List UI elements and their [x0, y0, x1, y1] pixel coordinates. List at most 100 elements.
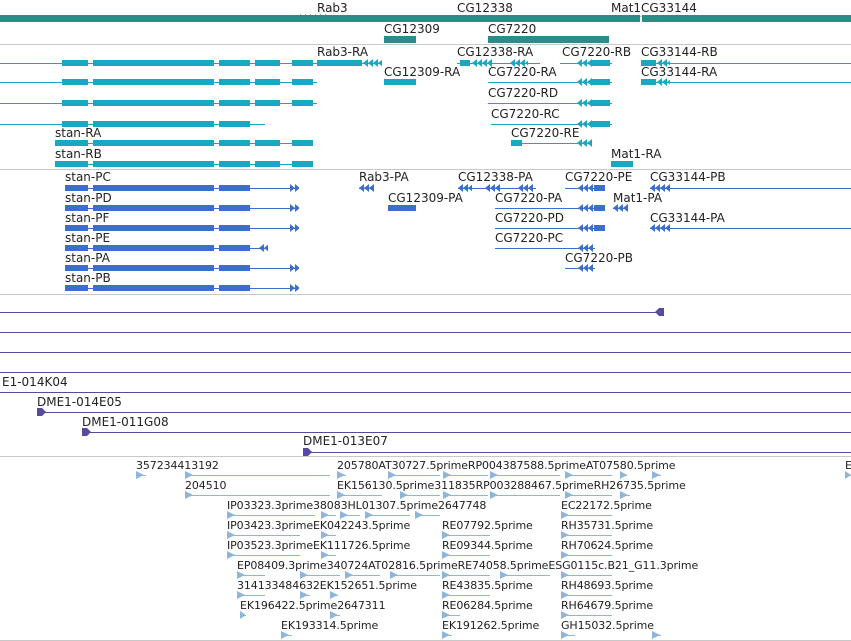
exon-block[interactable]: [255, 60, 280, 66]
exon-block[interactable]: [93, 225, 214, 231]
exon-block[interactable]: [62, 121, 88, 127]
feature-line[interactable]: [561, 595, 612, 596]
feature-line[interactable]: [340, 515, 360, 516]
exon-block[interactable]: [0, 15, 300, 22]
exon-block[interactable]: [594, 205, 605, 211]
feature-line[interactable]: [0, 392, 851, 393]
feature-line[interactable]: [561, 575, 612, 576]
exon-block[interactable]: [292, 161, 313, 167]
exon-block[interactable]: [591, 79, 610, 85]
feature-line[interactable]: [365, 515, 410, 516]
feature-line[interactable]: [303, 452, 851, 453]
feature-line[interactable]: [561, 555, 612, 556]
feature-line[interactable]: [495, 248, 595, 249]
exon-block[interactable]: [292, 60, 313, 66]
feature-line[interactable]: [400, 495, 440, 496]
exon-block[interactable]: [65, 225, 88, 231]
feature-line[interactable]: [650, 188, 851, 189]
exon-block[interactable]: [219, 225, 250, 231]
feature-line[interactable]: [442, 575, 490, 576]
feature-line[interactable]: [443, 495, 488, 496]
exon-block[interactable]: [93, 265, 214, 271]
feature-line[interactable]: [500, 575, 550, 576]
feature-line[interactable]: [0, 352, 851, 353]
feature-line[interactable]: [227, 535, 300, 536]
feature-line[interactable]: [442, 595, 490, 596]
feature-line[interactable]: [321, 535, 336, 536]
exon-block[interactable]: [642, 15, 851, 22]
exon-block[interactable]: [300, 15, 600, 22]
feature-line[interactable]: [561, 615, 612, 616]
exon-block[interactable]: [641, 79, 656, 85]
feature-line[interactable]: [321, 555, 336, 556]
feature-line[interactable]: [641, 63, 851, 64]
feature-line[interactable]: [561, 535, 612, 536]
exon-block[interactable]: [55, 140, 88, 146]
feature-line[interactable]: [495, 228, 605, 229]
exon-block[interactable]: [219, 121, 250, 127]
exon-block[interactable]: [317, 60, 362, 66]
exon-block[interactable]: [388, 205, 416, 211]
feature-line[interactable]: [565, 495, 612, 496]
feature-line[interactable]: [345, 575, 380, 576]
exon-block[interactable]: [511, 140, 522, 146]
feature-line[interactable]: [442, 535, 490, 536]
feature-line[interactable]: [457, 63, 540, 64]
exon-block[interactable]: [65, 185, 88, 191]
feature-line[interactable]: [511, 143, 590, 144]
exon-block[interactable]: [55, 161, 88, 167]
exon-block[interactable]: [255, 79, 280, 85]
exon-block[interactable]: [93, 79, 214, 85]
exon-block[interactable]: [591, 60, 610, 66]
exon-block[interactable]: [93, 121, 214, 127]
exon-block[interactable]: [93, 185, 214, 191]
feature-line[interactable]: [0, 312, 664, 313]
feature-line[interactable]: [490, 495, 560, 496]
feature-line[interactable]: [237, 575, 265, 576]
feature-line[interactable]: [388, 475, 440, 476]
exon-block[interactable]: [488, 36, 609, 43]
exon-block[interactable]: [641, 60, 656, 66]
exon-block[interactable]: [594, 225, 605, 231]
exon-block[interactable]: [219, 245, 250, 251]
feature-line[interactable]: [321, 515, 336, 516]
exon-block[interactable]: [93, 245, 214, 251]
feature-line[interactable]: [227, 555, 300, 556]
exon-block[interactable]: [292, 100, 313, 106]
feature-line[interactable]: [185, 475, 330, 476]
exon-block[interactable]: [292, 140, 313, 146]
exon-block[interactable]: [255, 140, 280, 146]
exon-block[interactable]: [93, 285, 214, 291]
feature-line[interactable]: [390, 575, 440, 576]
exon-block[interactable]: [219, 185, 250, 191]
exon-block[interactable]: [219, 79, 250, 85]
exon-block[interactable]: [62, 79, 88, 85]
feature-line[interactable]: [0, 332, 851, 333]
exon-block[interactable]: [219, 205, 250, 211]
feature-line[interactable]: [337, 495, 382, 496]
exon-block[interactable]: [219, 285, 250, 291]
exon-block[interactable]: [611, 161, 633, 167]
exon-block[interactable]: [255, 100, 280, 106]
feature-line[interactable]: [491, 124, 612, 125]
exon-block[interactable]: [219, 100, 250, 106]
feature-line[interactable]: [561, 515, 612, 516]
feature-line[interactable]: [415, 515, 440, 516]
feature-line[interactable]: [300, 575, 340, 576]
exon-block[interactable]: [460, 60, 470, 66]
exon-block[interactable]: [219, 265, 250, 271]
exon-block[interactable]: [219, 140, 250, 146]
exon-block[interactable]: [93, 140, 214, 146]
exon-block[interactable]: [65, 205, 88, 211]
exon-block[interactable]: [93, 161, 214, 167]
exon-block[interactable]: [62, 60, 88, 66]
feature-line[interactable]: [442, 555, 490, 556]
exon-block[interactable]: [255, 161, 280, 167]
exon-block[interactable]: [219, 161, 250, 167]
feature-line[interactable]: [641, 82, 851, 83]
feature-line[interactable]: [488, 103, 612, 104]
feature-line[interactable]: [185, 495, 330, 496]
feature-line[interactable]: [0, 372, 851, 373]
feature-line[interactable]: [442, 615, 460, 616]
